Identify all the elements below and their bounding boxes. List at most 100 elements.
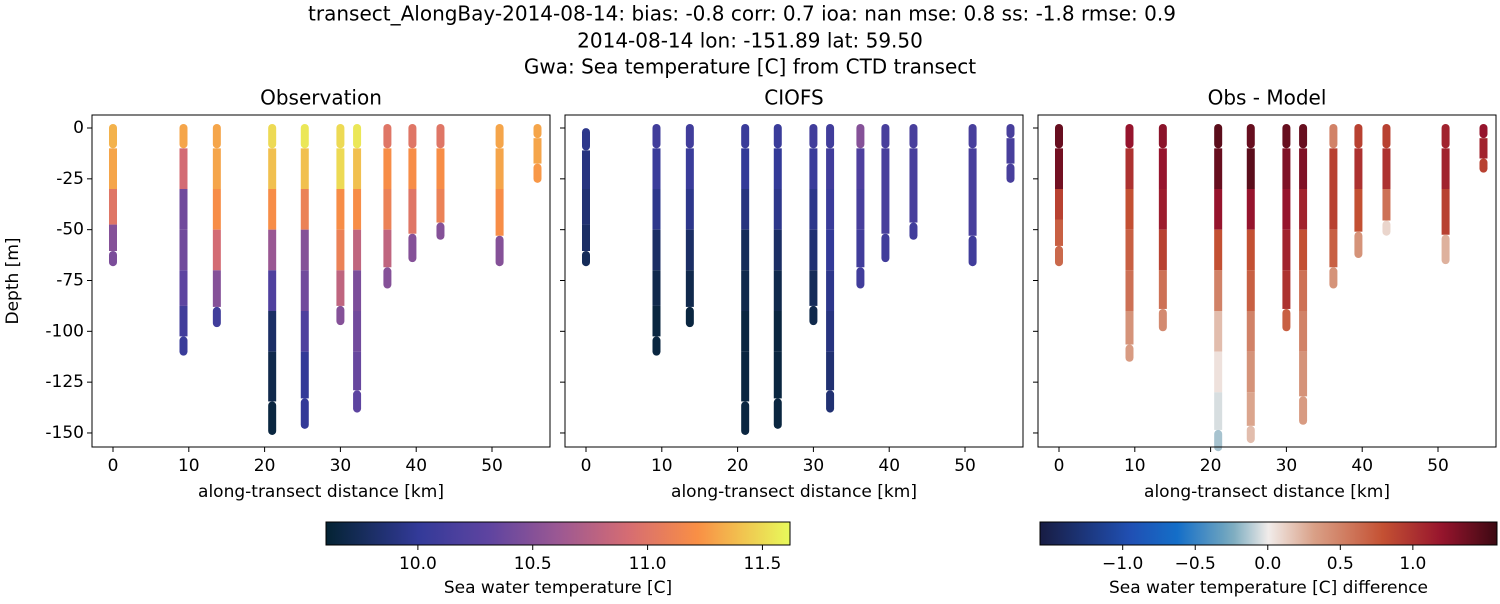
cast-segment <box>881 124 890 149</box>
cast-segment <box>685 124 694 149</box>
cast-segment <box>1329 229 1338 268</box>
cast-segment <box>1329 124 1338 149</box>
cast-segment <box>268 310 277 352</box>
cast-segment <box>826 124 835 149</box>
cast-segment <box>212 189 221 230</box>
cast-segment <box>1214 124 1223 149</box>
cast-segment <box>336 189 345 230</box>
cast-segment <box>1214 392 1223 430</box>
cast-segment <box>300 148 309 190</box>
cast-segment <box>826 229 835 271</box>
cast-segment <box>212 270 221 307</box>
cast-segment <box>856 148 865 190</box>
cast-segment <box>1282 124 1291 149</box>
colorbar-label: Sea water temperature [C] <box>444 578 672 598</box>
cast-segment <box>1125 229 1134 271</box>
x-tick-label: 30 <box>803 456 825 476</box>
cast-segment <box>881 189 890 234</box>
cast-segment <box>1125 148 1134 190</box>
cast-segment <box>408 233 417 263</box>
cast-segment <box>436 222 445 240</box>
cast-segment <box>1382 189 1391 221</box>
cast-segment <box>1158 148 1167 190</box>
cast-segment <box>809 305 818 326</box>
cast-segment <box>881 148 890 190</box>
cast-segment <box>1125 270 1134 311</box>
cast-segment <box>1214 351 1223 393</box>
cast-segment <box>1299 124 1308 149</box>
x-tick-label: 10 <box>178 456 200 476</box>
cast-segment <box>300 189 309 230</box>
cast-segment <box>773 189 782 230</box>
cast-segment <box>353 270 362 311</box>
cast-segment <box>1006 138 1015 164</box>
cast-segment <box>353 310 362 352</box>
plot-frame <box>1037 114 1497 448</box>
cast-segment <box>581 128 590 151</box>
cast-segment <box>773 148 782 190</box>
cast-segment <box>1441 148 1450 190</box>
cast-segment <box>1441 124 1450 149</box>
cast-segment <box>533 138 542 164</box>
cast-segment <box>773 229 782 271</box>
cast-segment <box>809 189 818 230</box>
cast-segment <box>685 229 694 271</box>
cast-segment <box>1299 148 1308 190</box>
cast-segment <box>652 270 661 306</box>
cast-segment <box>1246 425 1255 444</box>
x-tick-label: 20 <box>1200 456 1222 476</box>
colorbar-tick-label: −0.5 <box>1175 554 1216 574</box>
y-tick-label: -25 <box>56 169 84 189</box>
cast-segment <box>909 222 918 240</box>
cast-segment <box>495 148 504 190</box>
cast-segment <box>741 401 750 435</box>
cast-segment <box>741 229 750 271</box>
cast-segment <box>652 189 661 230</box>
cast-segment <box>1329 189 1338 230</box>
cast-segment <box>1382 148 1391 190</box>
cast-segment <box>268 401 277 435</box>
cast-segment <box>300 270 309 311</box>
cast-segment <box>652 336 661 356</box>
cast-segment <box>773 351 782 399</box>
cast-segment <box>212 148 221 190</box>
cast-segment <box>809 270 818 306</box>
cast-segment <box>1006 163 1015 183</box>
cast-segment <box>212 229 221 271</box>
cast-segment <box>1282 148 1291 190</box>
cast-segment <box>1299 396 1308 425</box>
cast-segment <box>1125 124 1134 149</box>
cast-segment <box>1479 138 1488 159</box>
cast-segment <box>336 305 345 326</box>
suptitle: 2014-08-14 lon: -151.89 lat: 59.50 <box>577 29 923 53</box>
cast-segment <box>741 148 750 190</box>
cast-segment <box>495 124 504 149</box>
cast-segment <box>179 229 188 271</box>
cast-segment <box>1054 148 1063 190</box>
x-tick-label: 0 <box>108 456 119 476</box>
colorbar-tick-label: 1.0 <box>1399 554 1426 574</box>
x-tick-label: 50 <box>481 456 503 476</box>
cast-segment <box>336 229 345 271</box>
cast-segment <box>1329 148 1338 190</box>
cast-segment <box>268 148 277 190</box>
cast-segment <box>533 163 542 183</box>
cast-segment <box>1214 310 1223 352</box>
x-tick-label: 20 <box>254 456 276 476</box>
cast-segment <box>383 189 392 230</box>
cast-segment <box>773 310 782 352</box>
cast-segment <box>741 189 750 230</box>
cast-segment <box>336 270 345 306</box>
cast-segment <box>408 189 417 234</box>
x-tick-label: 30 <box>1276 456 1298 476</box>
x-axis-label: along-transect distance [km] <box>671 482 917 502</box>
cast-segment <box>1158 189 1167 230</box>
cast-segment <box>353 229 362 271</box>
colorbar <box>325 521 791 546</box>
cast-segment <box>383 148 392 190</box>
panel-title: Observation <box>260 86 382 110</box>
x-axis-label: along-transect distance [km] <box>198 482 444 502</box>
cast-segment <box>408 148 417 190</box>
cast-segment <box>968 124 977 149</box>
cast-segment <box>300 351 309 399</box>
